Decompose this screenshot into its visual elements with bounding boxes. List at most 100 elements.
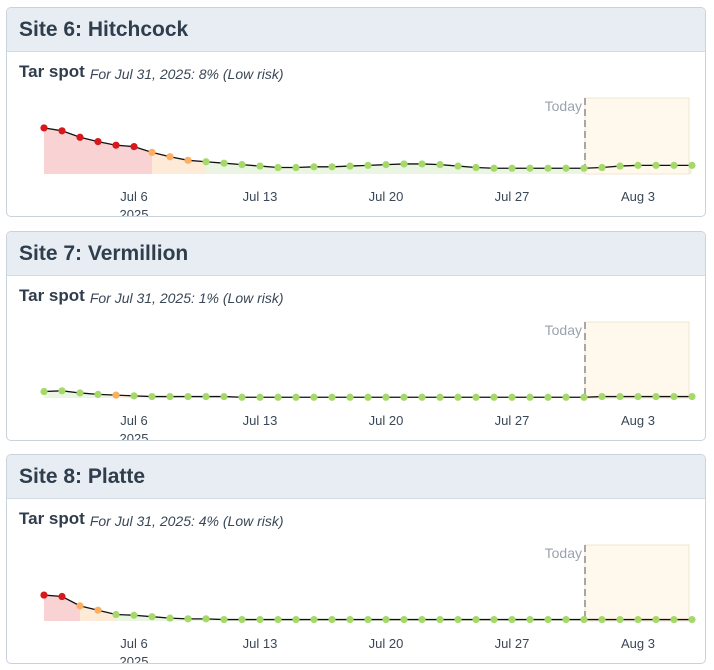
data-point (130, 143, 138, 151)
data-point (616, 615, 624, 624)
today-label: Today (545, 98, 582, 114)
data-point (166, 153, 174, 161)
data-point (652, 161, 660, 169)
x-tick-label: Jul 13 (243, 189, 278, 204)
data-point (238, 161, 246, 169)
data-point (256, 615, 264, 624)
x-tick-label: Aug 3 (621, 189, 655, 204)
data-point (688, 392, 696, 401)
data-point (364, 161, 372, 169)
data-point (580, 615, 588, 624)
today-label: Today (545, 545, 582, 561)
data-point (616, 162, 624, 170)
disease-label: Tar spot (19, 286, 85, 305)
data-point (148, 392, 156, 401)
data-point (598, 392, 606, 401)
risk-band-24 (476, 167, 494, 174)
data-point (346, 393, 354, 401)
data-point (130, 611, 138, 619)
data-point (202, 392, 210, 401)
data-point (400, 393, 408, 401)
data-point (184, 392, 192, 401)
data-point (328, 393, 336, 401)
data-point (418, 615, 426, 624)
data-point (616, 392, 624, 401)
risk-band-0 (44, 390, 62, 398)
data-point (436, 393, 444, 401)
x-tick-label: Aug 3 (621, 413, 655, 428)
x-year-label: 2025 (120, 431, 149, 441)
data-point (112, 610, 120, 619)
data-point (220, 159, 228, 167)
site-card-6: Site 6: Hitchcock Tar spot For Jul 31, 2… (6, 7, 706, 217)
data-point (328, 615, 336, 624)
data-point (544, 393, 552, 401)
risk-band-0 (44, 127, 62, 174)
risk-band-28 (548, 168, 566, 174)
card-header: Site 6: Hitchcock (7, 8, 705, 52)
x-tick-label: Jul 6 (120, 636, 147, 651)
data-point (148, 613, 156, 621)
risk-chart: Today Jul 6 Jul 13 Jul 20 Jul 27 Aug 3 2025 (40, 321, 696, 441)
risk-band-23 (458, 166, 476, 174)
data-point (346, 162, 354, 170)
risk-band-25 (494, 168, 512, 174)
today-label: Today (545, 322, 582, 338)
data-point (580, 393, 588, 401)
x-tick-label: Jul 13 (243, 636, 278, 651)
data-point (526, 615, 534, 624)
data-point (292, 615, 300, 624)
risk-band-3 (98, 610, 116, 621)
data-point (184, 615, 192, 623)
data-point (436, 161, 444, 169)
data-point (256, 393, 264, 401)
data-point (202, 615, 210, 623)
data-point (652, 392, 660, 401)
data-point (454, 615, 462, 624)
risk-chart: Today Jul 6 Jul 13 Jul 20 Jul 27 Aug 3 2025 (40, 544, 696, 664)
disease-label: Tar spot (19, 509, 85, 528)
x-tick-label: Jul 27 (495, 189, 530, 204)
x-tick-label: Jul 20 (369, 413, 404, 428)
data-point (472, 163, 480, 172)
data-point (130, 392, 138, 400)
data-point (76, 133, 84, 141)
data-point (400, 160, 408, 168)
risk-band-21 (422, 163, 440, 174)
site-title: Site 7: Vermillion (19, 241, 189, 265)
data-point (508, 393, 516, 401)
data-point (94, 606, 102, 614)
x-tick-label: Jul 6 (120, 413, 147, 428)
risk-band-14 (296, 166, 314, 174)
data-point (292, 393, 300, 401)
data-point (364, 615, 372, 624)
data-point (634, 161, 642, 169)
data-point (58, 127, 66, 135)
risk-band-11 (242, 164, 260, 174)
risk-band-26 (512, 168, 530, 174)
data-point (436, 615, 444, 624)
data-point (652, 615, 660, 624)
data-point (112, 141, 120, 149)
data-point (58, 387, 66, 395)
data-point (94, 138, 102, 146)
data-point (490, 615, 498, 624)
data-point (670, 161, 678, 169)
data-point (472, 393, 480, 401)
site-card-8: Site 8: Platte Tar spot For Jul 31, 2025… (6, 454, 706, 664)
risk-band-6 (152, 616, 170, 621)
card-header: Site 8: Platte (7, 455, 705, 499)
data-point (598, 163, 606, 172)
data-point (364, 393, 372, 401)
risk-band-10 (224, 163, 242, 174)
data-point (598, 615, 606, 624)
risk-band-1 (62, 130, 80, 174)
risk-summary: Tar spot For Jul 31, 2025: 4% (Low risk) (7, 499, 705, 529)
x-year-label: 2025 (120, 654, 149, 664)
forecast-region (584, 544, 690, 622)
data-point (508, 164, 516, 172)
data-point (544, 164, 552, 172)
data-point (220, 615, 228, 624)
data-point (634, 615, 642, 624)
risk-note: For Jul 31, 2025: 8% (Low risk) (89, 66, 284, 82)
